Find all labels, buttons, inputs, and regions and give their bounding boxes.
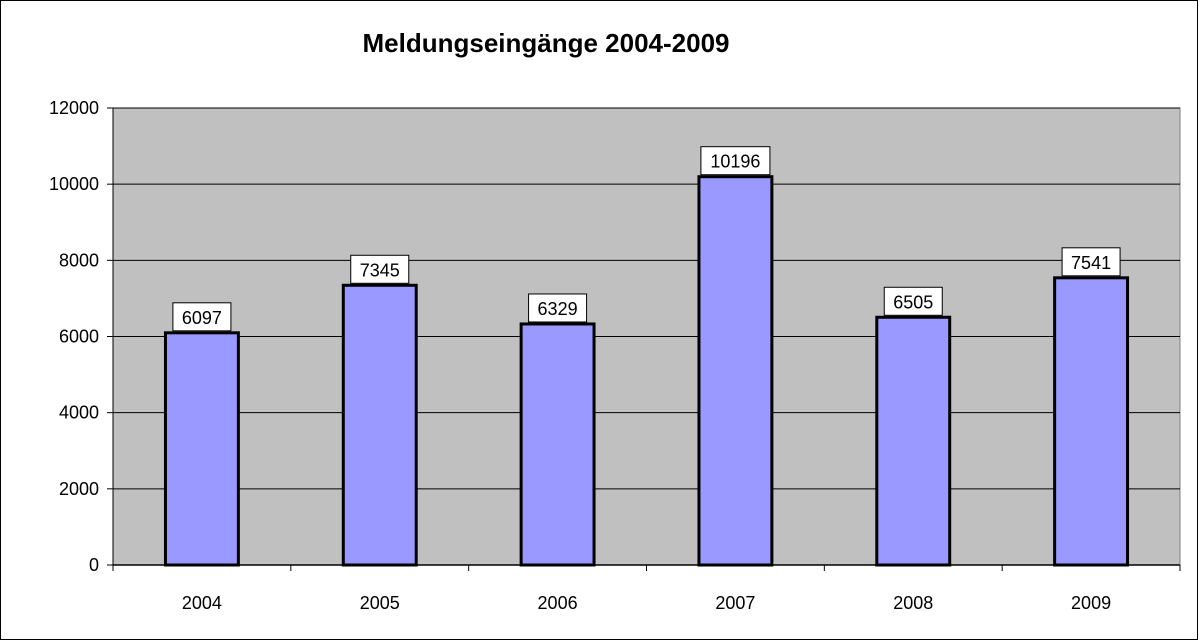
data-label-box-2005 <box>350 254 410 284</box>
y-tick-label-8000: 8000 <box>59 250 99 270</box>
data-label-box-2004 <box>172 302 232 332</box>
data-label-box-2007 <box>700 146 771 176</box>
chart-title: Meldungseingänge 2004-2009 <box>362 28 730 58</box>
bar-2004 <box>163 331 240 567</box>
bar-2009 <box>1053 276 1130 567</box>
x-tick-label-2005: 2005 <box>360 593 400 613</box>
data-label-2005: 7345 <box>360 260 400 280</box>
data-label-box-2008 <box>883 286 943 316</box>
x-tick-label-2008: 2008 <box>893 593 933 613</box>
data-label-2008: 6505 <box>893 292 933 312</box>
y-tick-label-4000: 4000 <box>59 403 99 423</box>
data-label-box-2009 <box>1061 247 1121 277</box>
data-label-2004: 6097 <box>182 308 222 328</box>
bar-2007 <box>697 175 774 567</box>
data-label-2009: 7541 <box>1071 253 1111 273</box>
y-tick-label-10000: 10000 <box>49 174 99 194</box>
bar-2006 <box>519 322 596 567</box>
bar-2005 <box>341 283 418 567</box>
y-tick-label-2000: 2000 <box>59 479 99 499</box>
bar-2008 <box>875 315 952 567</box>
data-label-2006: 6329 <box>538 299 578 319</box>
y-tick-label-0: 0 <box>89 555 99 575</box>
y-tick-label-6000: 6000 <box>59 327 99 347</box>
x-tick-label-2006: 2006 <box>538 593 578 613</box>
y-tick-label-12000: 12000 <box>49 98 99 118</box>
data-label-box-2006 <box>528 293 588 323</box>
x-tick-label-2007: 2007 <box>715 593 755 613</box>
x-tick-label-2009: 2009 <box>1071 593 1111 613</box>
x-tick-label-2004: 2004 <box>182 593 222 613</box>
data-label-2007: 10196 <box>710 152 760 172</box>
